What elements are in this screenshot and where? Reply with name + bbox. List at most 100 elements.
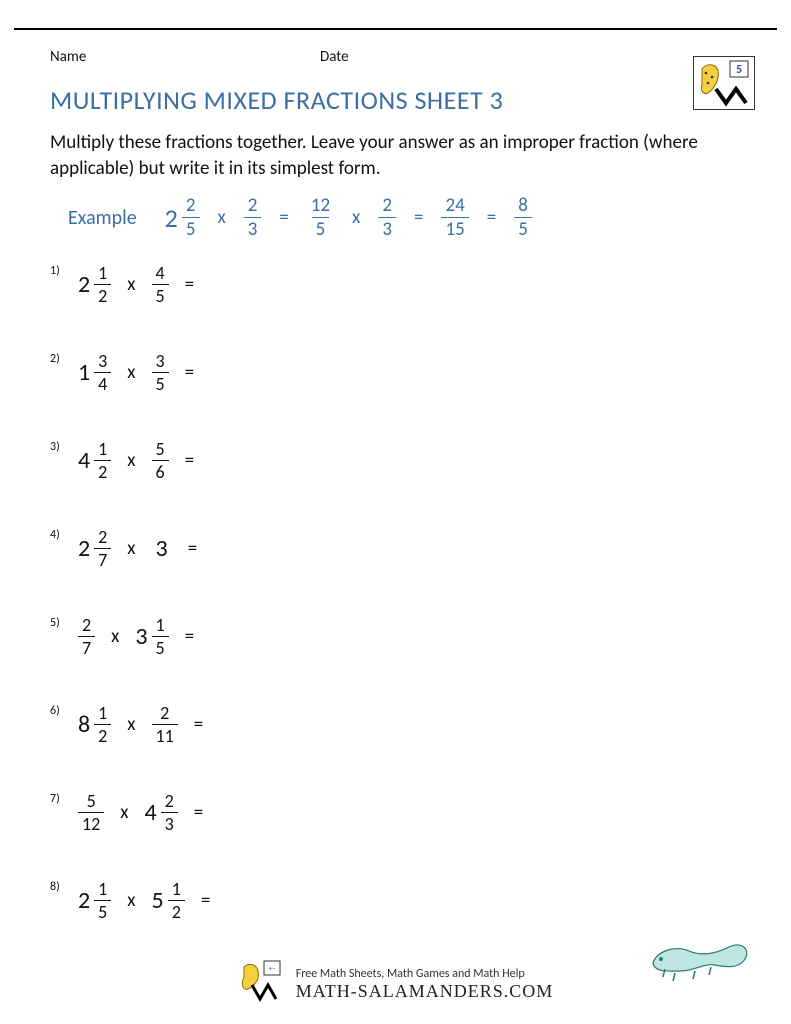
fraction-part: 12 — [94, 440, 111, 481]
denominator: 3 — [378, 217, 396, 239]
mixed-fraction: 512 — [152, 880, 185, 921]
problem-expression: 512x423= — [78, 792, 211, 833]
numerator: 1 — [94, 880, 111, 900]
operator: x — [119, 889, 143, 912]
numerator: 3 — [94, 352, 111, 372]
fraction: 45 — [152, 264, 169, 305]
operator: = — [479, 206, 504, 229]
footer-site: MATH-SALAMANDERS.COM — [296, 981, 554, 1002]
mixed-fraction: 215 — [78, 880, 111, 921]
denominator: 5 — [312, 217, 330, 239]
problem-number: 8) — [50, 874, 78, 894]
denominator: 2 — [168, 900, 185, 921]
operator: = — [406, 206, 431, 229]
operator: = — [186, 713, 211, 736]
numerator: 1 — [168, 880, 185, 900]
grade-number: 5 — [736, 63, 742, 77]
operator: x — [103, 625, 127, 648]
mixed-fraction: 423 — [144, 792, 177, 833]
problem-expression: 227x3= — [78, 528, 205, 569]
problem-expression: 215x512= — [78, 880, 218, 921]
denominator: 5 — [94, 900, 111, 921]
operator: x — [119, 537, 143, 560]
numerator: 2 — [94, 528, 111, 548]
denominator: 7 — [94, 548, 111, 569]
problem-row: 1)212x45= — [50, 258, 741, 310]
denominator: 3 — [161, 812, 178, 833]
problem-expression: 212x45= — [78, 264, 202, 305]
operator: x — [119, 361, 143, 384]
problem-expression: 412x56= — [78, 440, 202, 481]
whole-part: 1 — [78, 358, 90, 387]
fraction-part: 15 — [152, 616, 169, 657]
page-title: MULTIPLYING MIXED FRACTIONS SHEET 3 — [50, 84, 503, 116]
operator: = — [177, 273, 202, 296]
denominator: 2 — [94, 284, 111, 305]
operator: = — [193, 889, 218, 912]
numerator: 1 — [152, 616, 169, 636]
problem-row: 6)812x211= — [50, 698, 741, 750]
problem-row: 8)215x512= — [50, 874, 741, 926]
whole-part: 5 — [152, 886, 164, 915]
operator: x — [119, 449, 143, 472]
mixed-fraction: 227 — [78, 528, 111, 569]
denominator: 5 — [152, 636, 169, 657]
mixed-fraction: 134 — [78, 352, 111, 393]
whole-part: 2 — [78, 886, 90, 915]
problem-row: 5)27x315= — [50, 610, 741, 662]
whole-number: 3 — [152, 534, 172, 563]
denominator: 7 — [78, 636, 95, 657]
operator: = — [177, 449, 202, 472]
numerator: 5 — [152, 440, 169, 460]
numerator: 2 — [161, 792, 178, 812]
mixed-fraction: 812 — [78, 704, 111, 745]
denominator: 5 — [152, 284, 169, 305]
fraction-part: 25 — [182, 196, 200, 239]
whole-part: 8 — [78, 710, 90, 739]
problem-number: 4) — [50, 522, 78, 542]
operator: x — [119, 713, 143, 736]
top-rule — [14, 28, 777, 30]
fraction: 85 — [514, 196, 532, 239]
mixed-fraction: 212 — [78, 264, 111, 305]
grade-logo: 5 — [693, 56, 755, 110]
numerator: 3 — [152, 352, 169, 372]
problem-row: 2)134x35= — [50, 346, 741, 398]
problem-expression: 27x315= — [78, 616, 202, 657]
footer-logo-icon: +− — [238, 959, 284, 1010]
footer-tagline: Free Math Sheets, Math Games and Math He… — [296, 967, 554, 981]
problem-number: 7) — [50, 786, 78, 806]
numerator: 2 — [182, 196, 200, 217]
operator: x — [344, 206, 368, 229]
denominator: 6 — [152, 460, 169, 481]
whole-part: 2 — [78, 534, 90, 563]
example-row: Example 225x23=125x23=2415=85 — [68, 196, 532, 239]
problem-number: 2) — [50, 346, 78, 366]
problem-number: 5) — [50, 610, 78, 630]
denominator: 5 — [152, 372, 169, 393]
name-label: Name — [50, 48, 86, 66]
numerator: 2 — [78, 616, 95, 636]
problem-expression: 812 x2 11 = — [78, 704, 211, 745]
problem-row: 7)512x423= — [50, 786, 741, 838]
whole-part: 3 — [135, 622, 147, 651]
numerator: 2 — [244, 196, 262, 217]
operator: = — [177, 361, 202, 384]
denominator: 12 — [78, 812, 104, 833]
footer: +− Free Math Sheets, Math Games and Math… — [0, 959, 791, 1010]
fraction-part: 12 — [94, 264, 111, 305]
numerator: 4 — [152, 264, 169, 284]
fraction: 2415 — [441, 196, 468, 239]
numerator: 2 — [378, 196, 396, 217]
denominator: 2 — [94, 724, 111, 745]
fraction-part: 23 — [161, 792, 178, 833]
fraction: 125 — [307, 196, 334, 239]
fraction-part: 12 — [94, 704, 111, 745]
denominator: 11 — [152, 724, 178, 745]
problem-row: 4)227x3= — [50, 522, 741, 574]
fraction: 512 — [78, 792, 104, 833]
numerator: 8 — [514, 196, 532, 217]
operator: x — [210, 206, 234, 229]
numerator: 1 — [94, 440, 111, 460]
numerator: 24 — [441, 196, 468, 217]
